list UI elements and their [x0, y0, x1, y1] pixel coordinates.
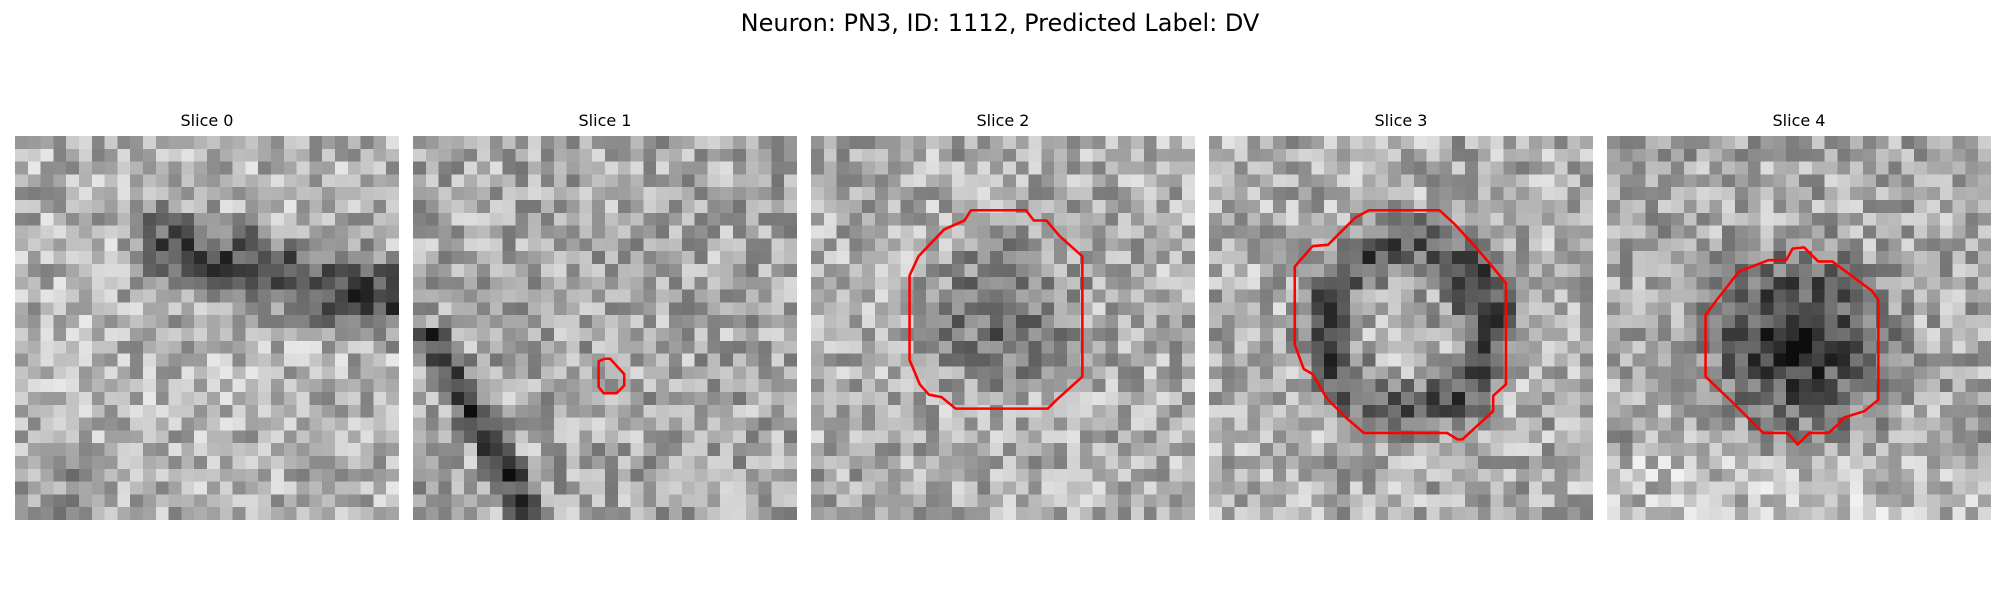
segmentation-contour — [1704, 246, 1880, 446]
segmentation-contour — [597, 357, 626, 395]
slice-panel-1: Slice 1 — [413, 108, 797, 520]
slice-panel-4: Slice 4 — [1607, 108, 1991, 520]
segmentation-contour — [908, 208, 1084, 410]
slice-image — [1209, 136, 1593, 520]
pixel-grid — [811, 136, 1195, 520]
slice-image — [1607, 136, 1991, 520]
slice-title: Slice 3 — [1374, 111, 1428, 130]
pixel-grid — [413, 136, 797, 520]
pixel-grid — [1607, 136, 1991, 520]
pixel-grid — [15, 136, 399, 520]
pixel-grid — [1209, 136, 1593, 520]
slice-panel-3: Slice 3 — [1209, 108, 1593, 520]
slice-image — [811, 136, 1195, 520]
slice-panel-0: Slice 0 — [15, 108, 399, 520]
segmentation-contour — [1293, 208, 1508, 441]
slice-panel-2: Slice 2 — [811, 108, 1195, 520]
slice-title: Slice 1 — [578, 111, 632, 130]
figure-title: Neuron: PN3, ID: 1112, Predicted Label: … — [740, 9, 1260, 37]
slice-image — [413, 136, 797, 520]
slice-title: Slice 2 — [976, 111, 1030, 130]
slice-title: Slice 4 — [1772, 111, 1826, 130]
slice-image — [15, 136, 399, 520]
slice-title: Slice 0 — [180, 111, 234, 130]
